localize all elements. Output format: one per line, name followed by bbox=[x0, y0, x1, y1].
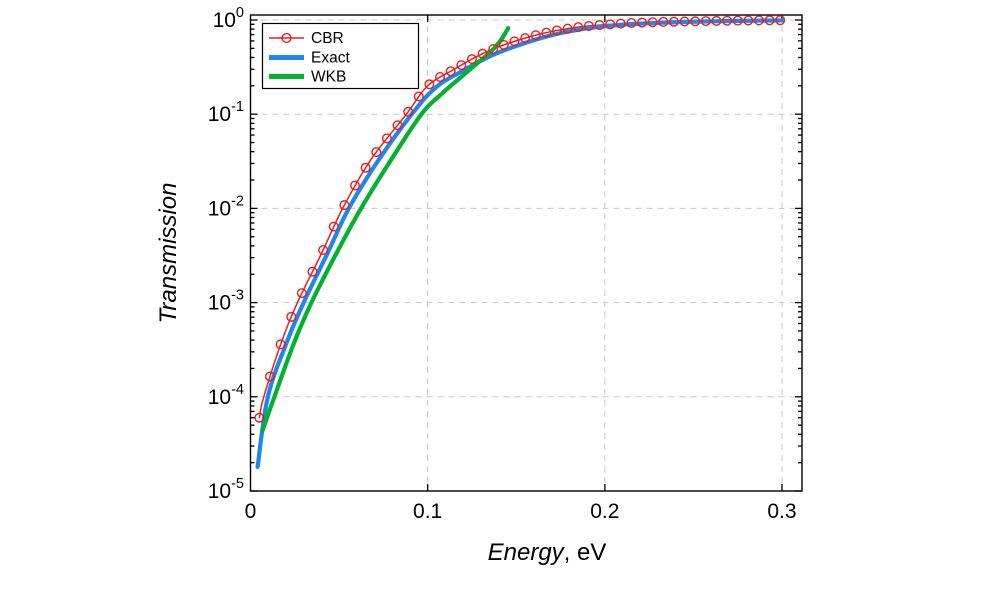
cbr-marker bbox=[583, 20, 594, 31]
cbr-marker bbox=[360, 162, 371, 173]
cbr-marker bbox=[615, 18, 626, 29]
cbr-marker bbox=[711, 15, 722, 26]
cbr-marker bbox=[647, 17, 658, 28]
cbr-markers bbox=[254, 15, 786, 423]
cbr-marker bbox=[626, 18, 637, 29]
x-tick-labels: 0 0.1 0.2 0.3 bbox=[245, 500, 797, 523]
legend-label-cbr: CBR bbox=[311, 30, 344, 47]
cbr-marker bbox=[562, 23, 573, 34]
cbr-marker bbox=[743, 15, 754, 26]
cbr-marker bbox=[541, 27, 552, 38]
y-tick-label-1e0: 100 bbox=[213, 5, 244, 32]
cbr-marker bbox=[318, 244, 329, 255]
cbr-marker bbox=[732, 15, 743, 26]
legend-box: CBR Exact WKB bbox=[261, 22, 420, 90]
cbr-marker bbox=[658, 16, 669, 27]
x-axis-title-suffix: , eV bbox=[564, 539, 607, 566]
cbr-marker bbox=[679, 16, 690, 27]
cbr-marker bbox=[392, 120, 403, 131]
x-tick-label-0: 0 bbox=[245, 500, 257, 523]
x-tick-label-3: 0.3 bbox=[767, 500, 796, 523]
cbr-marker bbox=[605, 19, 616, 30]
cbr-marker bbox=[339, 200, 350, 211]
cbr-marker bbox=[371, 147, 382, 158]
x-tick-label-1: 0.1 bbox=[413, 500, 442, 523]
cbr-marker bbox=[551, 25, 562, 36]
cbr-marker bbox=[722, 15, 733, 26]
cbr-marker bbox=[350, 180, 361, 191]
legend-label-wkb: WKB bbox=[311, 69, 346, 86]
cbr-marker bbox=[264, 371, 275, 382]
y-tick-label-1e-3: 10-3 bbox=[208, 288, 244, 315]
cbr-marker bbox=[498, 39, 509, 50]
cbr-marker bbox=[307, 266, 318, 277]
cbr-marker bbox=[573, 22, 584, 33]
y-tick-label-1e-4: 10-4 bbox=[208, 382, 244, 409]
cbr-marker bbox=[445, 66, 456, 77]
x-axis-title-main: Energy bbox=[488, 539, 566, 566]
y-tick-labels: 100 10-1 10-2 10-3 10-4 10-5 bbox=[208, 5, 244, 503]
cbr-marker bbox=[296, 288, 307, 299]
cbr-marker bbox=[509, 36, 520, 47]
legend-label-exact: Exact bbox=[311, 50, 350, 67]
cbr-marker bbox=[520, 33, 531, 44]
cbr-marker bbox=[328, 221, 339, 232]
cbr-marker bbox=[286, 311, 297, 322]
y-tick-label-1e-2: 10-2 bbox=[208, 193, 244, 220]
cbr-marker bbox=[381, 133, 392, 144]
cbr-marker bbox=[403, 106, 414, 117]
y-tick-label-1e-5: 10-5 bbox=[208, 476, 244, 503]
cbr-marker bbox=[594, 20, 605, 31]
legend-sample-cbr-marker bbox=[281, 32, 292, 44]
x-axis-title: Energy, eV bbox=[488, 539, 607, 566]
cbr-marker bbox=[488, 43, 499, 54]
cbr-marker bbox=[775, 15, 786, 26]
cbr-marker bbox=[435, 72, 446, 83]
cbr-marker bbox=[690, 16, 701, 27]
cbr-marker bbox=[424, 79, 435, 90]
cbr-marker bbox=[764, 15, 775, 26]
y-tick-label-1e-1: 10-1 bbox=[208, 99, 244, 126]
cbr-marker bbox=[530, 30, 541, 41]
cbr-marker bbox=[668, 16, 679, 27]
cbr-marker bbox=[456, 60, 467, 71]
y-axis-title: Transmission bbox=[155, 183, 182, 324]
cbr-marker bbox=[254, 412, 265, 423]
cbr-marker bbox=[753, 15, 764, 26]
cbr-marker bbox=[477, 48, 488, 59]
cbr-marker bbox=[413, 91, 424, 102]
cbr-marker bbox=[637, 17, 648, 28]
grid-lines bbox=[250, 15, 802, 491]
cbr-marker bbox=[700, 16, 711, 27]
cbr-marker bbox=[466, 54, 477, 65]
series-wkb-line bbox=[260, 26, 511, 433]
cbr-marker bbox=[275, 339, 286, 350]
x-tick-label-2: 0.2 bbox=[590, 500, 619, 523]
plot-frame bbox=[249, 14, 803, 492]
series-exact-line bbox=[255, 18, 785, 470]
